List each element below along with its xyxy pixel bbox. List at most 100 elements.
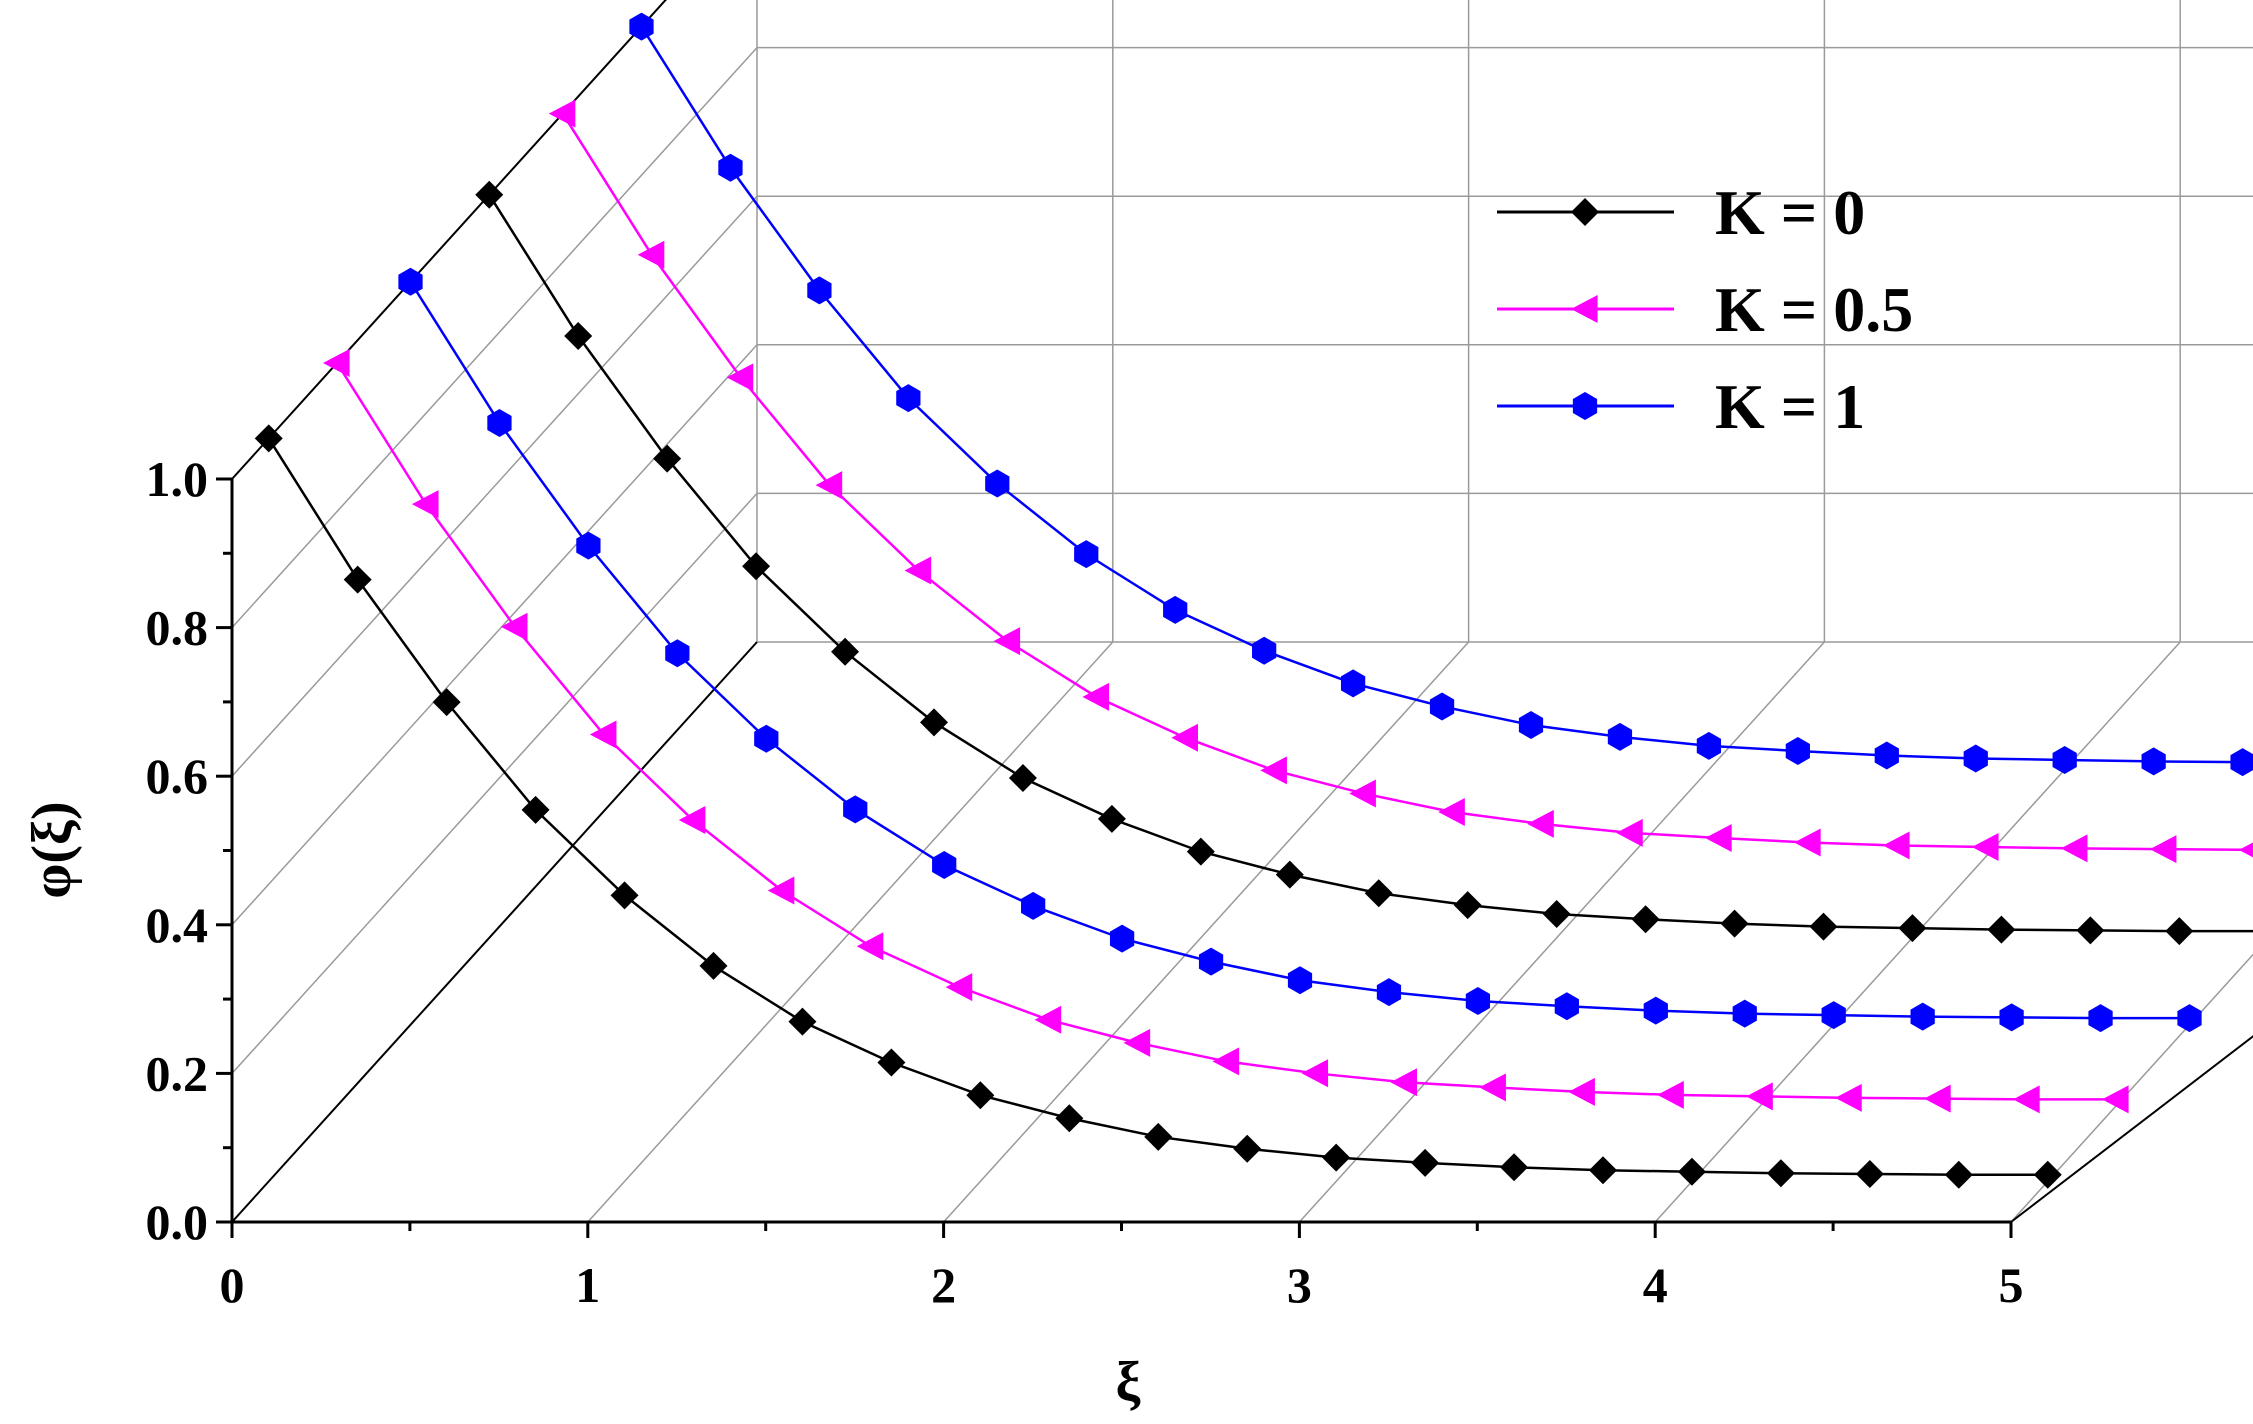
- x-tick-label: 0: [220, 1257, 245, 1313]
- data-point: [2165, 917, 2194, 946]
- data-point: [1987, 915, 2016, 944]
- data-point: [1631, 905, 1660, 934]
- data-point: [815, 471, 843, 500]
- data-point: [398, 267, 423, 296]
- data-point: [1616, 818, 1643, 847]
- series-line: [561, 112, 2253, 852]
- data-point: [1364, 879, 1393, 908]
- legend-label: K = 0: [1715, 177, 1865, 248]
- data-point: [1275, 860, 1304, 889]
- floor-depth-line: [1298, 641, 1825, 1223]
- data-point: [1835, 1083, 1862, 1112]
- data-point: [343, 565, 372, 594]
- data-point: [932, 851, 957, 880]
- data-point: [1568, 1077, 1595, 1106]
- data-point: [920, 708, 948, 737]
- data-point: [754, 724, 779, 753]
- x-axis-title: ξ: [1116, 1351, 1141, 1413]
- x-tick-label: 4: [1643, 1257, 1668, 1313]
- side-wall-depth-line: [231, 0, 667, 480]
- data-point: [1883, 831, 1910, 860]
- data-point: [1705, 824, 1732, 853]
- data-point: [2149, 835, 2177, 864]
- data-point: [1376, 978, 1402, 1007]
- data-point: [432, 688, 461, 717]
- data-point: [1746, 1082, 1773, 1111]
- data-point: [1429, 692, 1455, 721]
- data-point: [2102, 1085, 2129, 1114]
- data-point: [1766, 1159, 1795, 1188]
- floor-depth-line: [231, 641, 758, 1223]
- data-point: [2013, 1085, 2040, 1114]
- data-point: [1322, 1143, 1351, 1172]
- data-point: [966, 1081, 995, 1110]
- series-line: [640, 25, 2253, 764]
- data-point: [1123, 1028, 1151, 1057]
- data-point: [678, 805, 706, 834]
- data-point: [843, 795, 868, 824]
- data-point: [945, 973, 973, 1002]
- x-tick-label: 2: [931, 1257, 956, 1313]
- data-point: [1233, 1134, 1262, 1163]
- series-k-0-5: [548, 99, 2253, 864]
- side-wall-depth-line: [231, 492, 758, 1074]
- legend-marker: [1571, 198, 1599, 226]
- data-point: [1720, 909, 1749, 938]
- data-point: [665, 639, 690, 668]
- data-point: [1034, 1005, 1062, 1034]
- series-k-0-5: [323, 349, 2129, 1114]
- data-point: [1527, 809, 1554, 838]
- series-layer: [254, 12, 2253, 1189]
- data-point: [1082, 682, 1110, 711]
- legend-marker: [1572, 392, 1598, 420]
- data-point: [1453, 891, 1482, 920]
- data-point: [576, 531, 601, 560]
- data-point: [500, 612, 528, 641]
- data-point: [1898, 914, 1927, 943]
- data-point: [1144, 1122, 1173, 1151]
- series-k-0: [475, 180, 2253, 946]
- back-wall: [756, 0, 2253, 643]
- data-point: [610, 881, 639, 910]
- data-point: [767, 876, 795, 905]
- data-point: [726, 363, 754, 392]
- data-point: [856, 932, 884, 961]
- x-tick-label: 3: [1287, 1257, 1312, 1313]
- data-point: [1874, 741, 1899, 770]
- data-point: [475, 180, 504, 209]
- data-point: [1097, 804, 1126, 833]
- data-point: [2088, 1004, 2113, 1033]
- data-point: [993, 627, 1021, 656]
- data-point: [1163, 595, 1188, 624]
- data-point: [1542, 900, 1571, 929]
- data-point: [807, 276, 832, 305]
- data-point: [1109, 924, 1135, 953]
- floor-depth-line: [943, 641, 1470, 1223]
- data-point: [1212, 1047, 1240, 1076]
- data-point: [1971, 832, 1999, 861]
- data-point: [1301, 1059, 1329, 1088]
- data-point: [718, 153, 743, 182]
- data-point: [589, 720, 617, 749]
- data-point: [1855, 1159, 1884, 1188]
- data-point: [629, 12, 654, 41]
- floor-depth-line: [2010, 953, 2253, 1223]
- x-tick-label: 5: [1999, 1257, 2024, 1313]
- data-point: [1696, 731, 1722, 760]
- data-point: [1554, 992, 1579, 1021]
- data-point: [1785, 737, 1810, 766]
- side-wall-depth-line: [231, 195, 758, 777]
- data-point: [2230, 748, 2253, 777]
- floor-right-edge: [2010, 1035, 2253, 1223]
- data-point: [1260, 756, 1287, 785]
- data-point: [2033, 1160, 2062, 1189]
- data-point: [2052, 745, 2077, 774]
- data-point: [653, 444, 682, 473]
- data-point: [1390, 1068, 1417, 1097]
- data-point: [1500, 1153, 1529, 1182]
- data-point: [1732, 999, 1757, 1028]
- data-point: [742, 552, 771, 581]
- data-point: [831, 637, 860, 666]
- data-point: [1518, 711, 1544, 740]
